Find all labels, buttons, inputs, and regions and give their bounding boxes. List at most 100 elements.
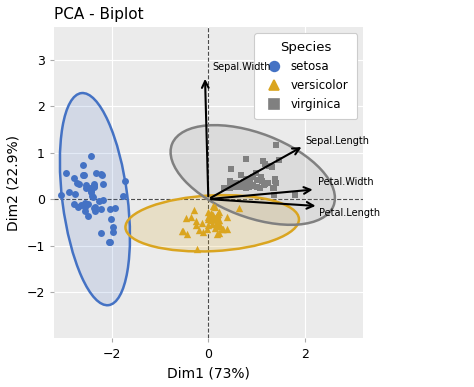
- Point: [57, 192, 64, 199]
- Point: [273, 142, 280, 148]
- Point: [199, 229, 207, 235]
- Point: [44, 183, 51, 190]
- Point: [204, 214, 212, 220]
- Point: [291, 192, 299, 198]
- Point: [188, 214, 195, 220]
- Point: [240, 179, 248, 185]
- Point: [213, 223, 221, 229]
- Point: [275, 157, 283, 163]
- Point: [215, 230, 223, 236]
- Point: [252, 170, 260, 176]
- Point: [192, 218, 200, 224]
- Point: [236, 181, 244, 187]
- Point: [82, 204, 89, 211]
- Point: [205, 213, 213, 219]
- Point: [211, 215, 219, 221]
- Point: [198, 220, 205, 226]
- Point: [216, 223, 224, 229]
- Point: [99, 181, 107, 187]
- Point: [193, 246, 201, 252]
- Point: [90, 184, 98, 190]
- Point: [246, 178, 253, 185]
- Point: [245, 184, 253, 190]
- Text: Sepal.Width: Sepal.Width: [212, 62, 271, 72]
- Point: [208, 214, 216, 220]
- Point: [190, 207, 198, 213]
- Point: [247, 183, 255, 189]
- Point: [265, 163, 273, 169]
- Point: [82, 208, 89, 214]
- Point: [82, 185, 90, 191]
- Point: [91, 208, 99, 214]
- Point: [242, 156, 250, 162]
- Point: [216, 209, 223, 215]
- Point: [258, 174, 265, 180]
- Point: [88, 193, 96, 199]
- Text: Petal.Width: Petal.Width: [318, 177, 374, 187]
- Point: [84, 213, 92, 219]
- Point: [226, 184, 233, 190]
- Point: [231, 183, 238, 189]
- Point: [259, 158, 267, 164]
- Point: [242, 176, 249, 182]
- Point: [182, 215, 190, 221]
- Point: [242, 185, 250, 191]
- Point: [213, 213, 220, 219]
- Point: [89, 194, 97, 200]
- Point: [226, 183, 233, 189]
- Point: [210, 212, 217, 218]
- Text: Petal.Length: Petal.Length: [319, 208, 381, 218]
- Point: [246, 176, 253, 183]
- Point: [109, 223, 117, 229]
- Point: [256, 185, 264, 191]
- Ellipse shape: [126, 195, 299, 252]
- Point: [212, 221, 220, 227]
- Point: [183, 231, 191, 237]
- Point: [80, 162, 87, 168]
- Point: [210, 202, 217, 209]
- Point: [212, 216, 219, 222]
- Point: [215, 211, 222, 217]
- Legend: setosa, versicolor, virginica: setosa, versicolor, virginica: [254, 33, 357, 120]
- Point: [209, 221, 216, 227]
- Point: [78, 202, 85, 208]
- Point: [268, 164, 275, 170]
- Point: [253, 183, 260, 190]
- Point: [75, 181, 83, 187]
- Point: [272, 180, 280, 186]
- Text: PCA - Biplot: PCA - Biplot: [54, 7, 144, 22]
- Point: [91, 204, 99, 211]
- Point: [204, 209, 212, 215]
- Point: [271, 185, 278, 191]
- Point: [72, 190, 79, 197]
- Point: [73, 180, 81, 187]
- Point: [249, 174, 256, 180]
- Text: Sepal.Length: Sepal.Length: [306, 136, 370, 146]
- Point: [86, 185, 93, 191]
- Point: [232, 180, 240, 186]
- Point: [205, 222, 212, 228]
- Point: [204, 216, 212, 222]
- Point: [235, 205, 243, 211]
- Point: [87, 153, 95, 159]
- Point: [92, 170, 100, 176]
- Point: [121, 178, 128, 184]
- Point: [111, 205, 118, 211]
- Point: [99, 171, 106, 178]
- Point: [91, 183, 98, 189]
- Point: [192, 222, 200, 228]
- X-axis label: Dim1 (73%): Dim1 (73%): [167, 366, 250, 380]
- Point: [207, 216, 215, 223]
- Point: [223, 214, 231, 220]
- Point: [241, 181, 249, 187]
- Point: [215, 217, 223, 224]
- Point: [180, 228, 187, 234]
- Point: [87, 188, 94, 194]
- Point: [213, 214, 220, 220]
- Point: [214, 216, 222, 223]
- Point: [106, 239, 113, 245]
- Point: [74, 204, 82, 211]
- Point: [70, 201, 78, 207]
- Point: [84, 201, 92, 207]
- Point: [258, 178, 266, 185]
